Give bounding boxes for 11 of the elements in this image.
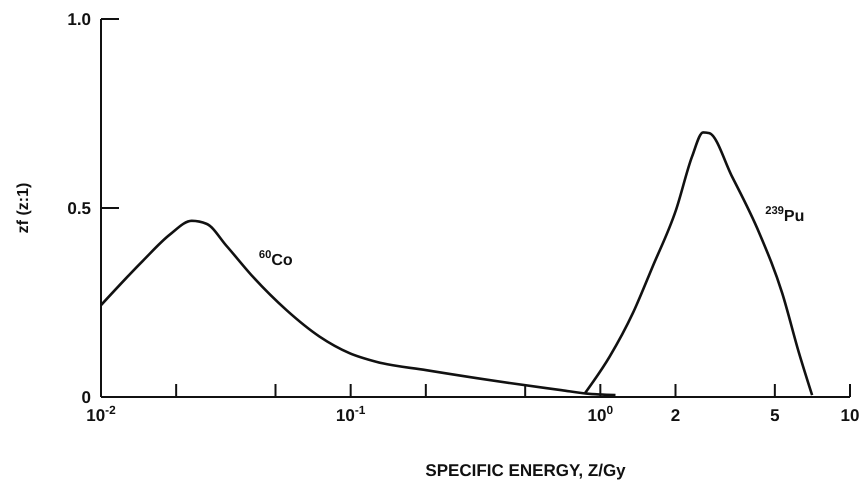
y-tick-label: 0.5 xyxy=(67,198,91,218)
x-axis-title: SPECIFIC ENERGY, Z/Gy xyxy=(425,461,626,480)
y-tick-label: 1.0 xyxy=(67,10,91,29)
y-axis-title: zf (z:1) xyxy=(15,182,32,234)
x-tick-label: 10$^{-1}$ xyxy=(336,403,366,425)
series-label: $^{60}$Co xyxy=(258,248,293,269)
x-tick-label: 10 xyxy=(840,406,860,425)
series-label: $^{239}$Pu xyxy=(765,204,804,225)
x-tick-label: 2 xyxy=(670,406,680,425)
x-tick-label: 10$^{0}$ xyxy=(588,403,614,425)
x-tick-label: 5 xyxy=(770,406,780,425)
